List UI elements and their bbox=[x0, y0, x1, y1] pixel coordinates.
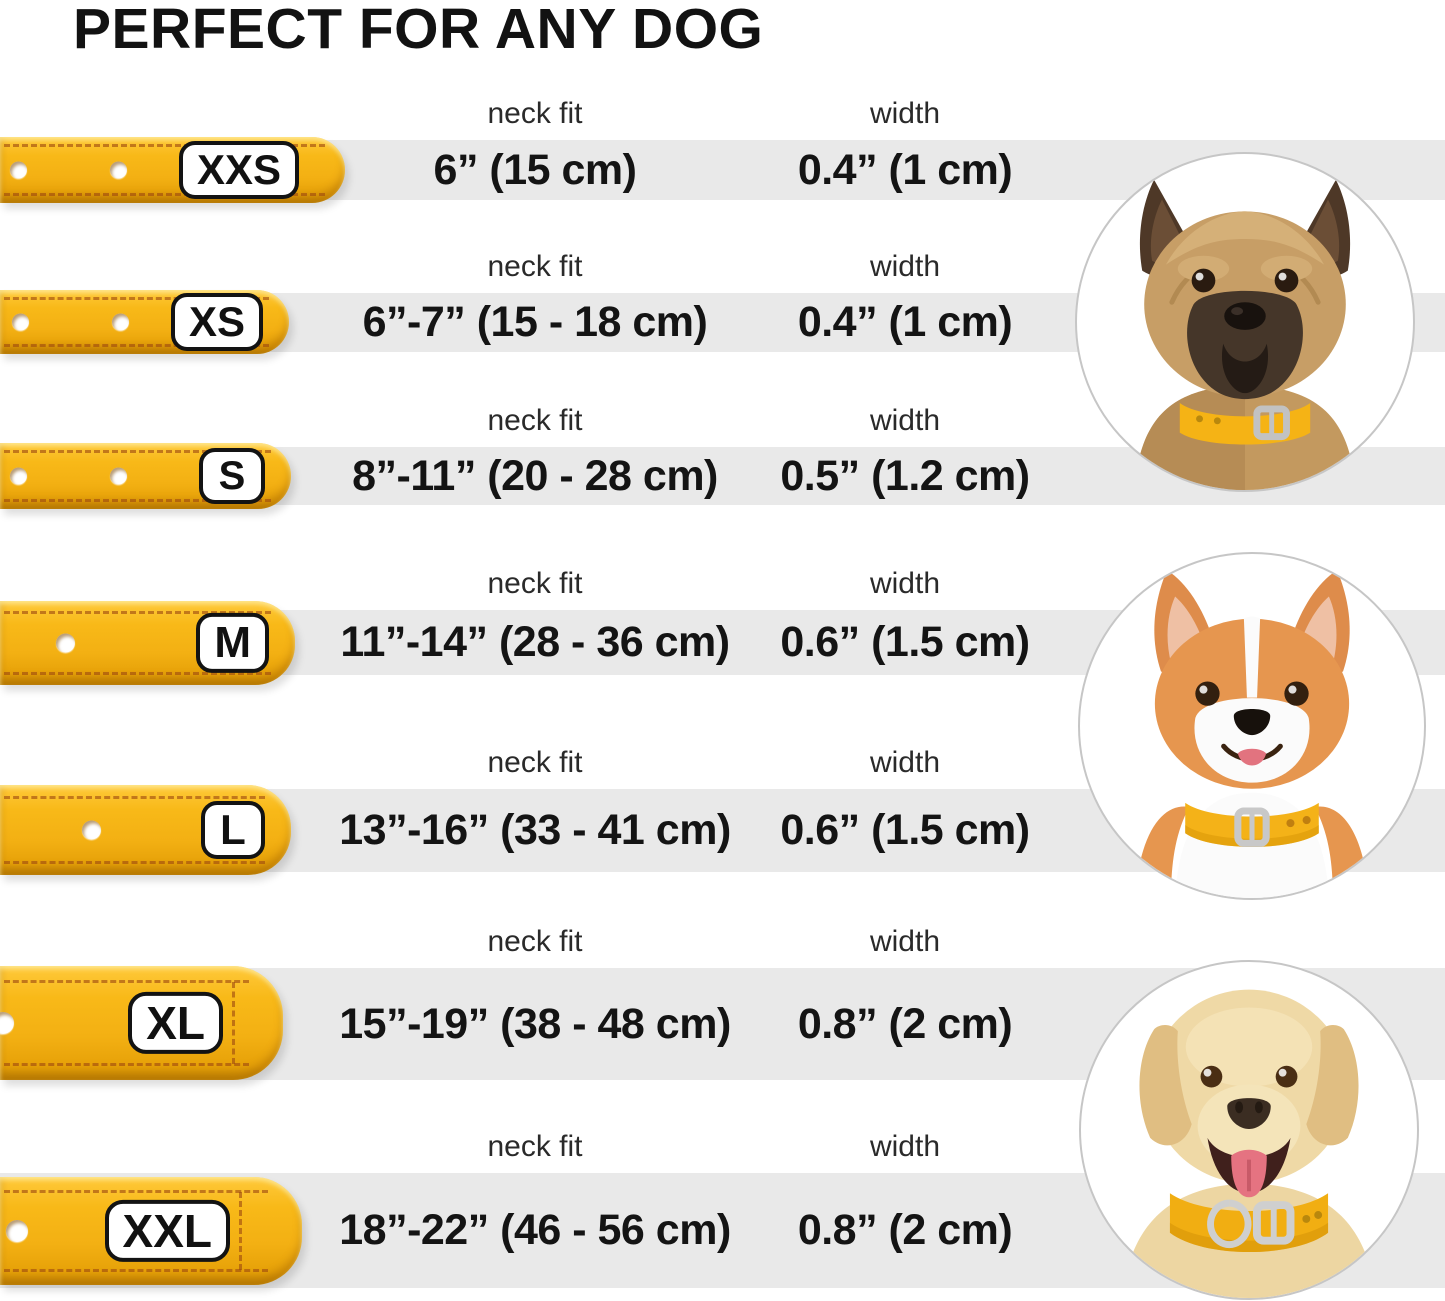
rivet-hole bbox=[56, 633, 75, 653]
collar-strap: XL bbox=[0, 966, 283, 1080]
stitch-line bbox=[4, 297, 269, 300]
rivet-hole bbox=[110, 161, 127, 179]
width-header: width bbox=[869, 925, 941, 958]
neck-fit-value: 6”-7” (15 - 18 cm) bbox=[362, 298, 708, 346]
size-badge: S bbox=[199, 448, 265, 504]
neck-fit-value: 13”-16” (33 - 41 cm) bbox=[339, 806, 731, 854]
stitch-line bbox=[4, 450, 271, 453]
rivet-hole bbox=[10, 467, 27, 485]
width-header: width bbox=[869, 1130, 941, 1163]
width-value: 0.4” (1 cm) bbox=[797, 145, 1013, 194]
stitch-line bbox=[4, 144, 325, 147]
stitch-line bbox=[239, 1192, 242, 1270]
stitch-line bbox=[232, 982, 235, 1064]
rivet-hole bbox=[6, 1220, 28, 1242]
width-value: 0.8” (2 cm) bbox=[797, 999, 1013, 1048]
stitch-line bbox=[4, 193, 325, 196]
rivet-hole bbox=[10, 161, 27, 179]
width-value: 0.4” (1 cm) bbox=[797, 298, 1013, 346]
terrier-illustration bbox=[1134, 179, 1356, 490]
stitch-line bbox=[4, 1269, 268, 1272]
width-value: 0.5” (1.2 cm) bbox=[780, 451, 1030, 500]
stitch-line bbox=[4, 980, 249, 983]
neck-fit-value: 8”-11” (20 - 28 cm) bbox=[352, 451, 718, 500]
rivet-hole bbox=[82, 820, 101, 840]
stitch-line bbox=[4, 672, 271, 675]
dog-photo-corgi bbox=[1078, 552, 1426, 900]
stitch-line bbox=[4, 861, 265, 864]
width-value: 0.6” (1.5 cm) bbox=[780, 806, 1030, 854]
width-header: width bbox=[869, 746, 941, 779]
rivet-hole bbox=[110, 467, 127, 485]
neck-fit-value: 18”-22” (46 - 56 cm) bbox=[339, 1206, 731, 1254]
labrador-illustration bbox=[1122, 989, 1376, 1298]
rivet-hole bbox=[112, 313, 129, 331]
rivet-hole bbox=[12, 313, 29, 331]
corgi-illustration bbox=[1134, 570, 1370, 898]
width-header: width bbox=[869, 404, 941, 437]
neck-fit-header: neck fit bbox=[487, 567, 583, 600]
width-header: width bbox=[869, 567, 941, 600]
dog-photo-labrador bbox=[1079, 960, 1419, 1300]
size-badge: M bbox=[196, 612, 269, 674]
width-header: width bbox=[869, 97, 941, 130]
size-badge: XXS bbox=[178, 140, 299, 200]
neck-fit-header: neck fit bbox=[487, 925, 583, 958]
dog-photo-terrier bbox=[1075, 152, 1415, 492]
size-badge: L bbox=[201, 800, 265, 860]
width-header: width bbox=[869, 250, 941, 283]
page-title: PERFECT FOR ANY DOG bbox=[73, 0, 764, 61]
stitch-line bbox=[4, 611, 271, 614]
neck-fit-header: neck fit bbox=[487, 250, 583, 283]
neck-fit-value: 11”-14” (28 - 36 cm) bbox=[340, 618, 730, 666]
neck-fit-value: 15”-19” (38 - 48 cm) bbox=[339, 999, 731, 1048]
neck-fit-header: neck fit bbox=[487, 1130, 583, 1163]
collar-strap: L bbox=[0, 785, 291, 875]
size-badge: XXL bbox=[104, 1199, 230, 1263]
stitch-line bbox=[4, 1063, 249, 1066]
neck-fit-header: neck fit bbox=[487, 404, 583, 437]
stitch-line bbox=[4, 1190, 268, 1193]
collar-strap: XXL bbox=[0, 1177, 302, 1285]
neck-fit-header: neck fit bbox=[487, 97, 583, 130]
width-value: 0.8” (2 cm) bbox=[797, 1206, 1013, 1254]
width-value: 0.6” (1.5 cm) bbox=[780, 618, 1030, 666]
size-badge: XS bbox=[170, 292, 263, 352]
stitch-line bbox=[4, 796, 265, 799]
stitch-line bbox=[4, 344, 269, 347]
collar-strap: XS bbox=[0, 290, 289, 354]
neck-fit-header: neck fit bbox=[487, 746, 583, 779]
size-badge: XL bbox=[128, 991, 223, 1055]
collar-strap: M bbox=[0, 601, 295, 685]
collar-strap: S bbox=[0, 443, 291, 509]
neck-fit-value: 6” (15 cm) bbox=[433, 145, 637, 194]
stitch-line bbox=[4, 499, 271, 502]
rivet-hole bbox=[0, 1012, 14, 1034]
collar-strap: XXS bbox=[0, 137, 345, 203]
